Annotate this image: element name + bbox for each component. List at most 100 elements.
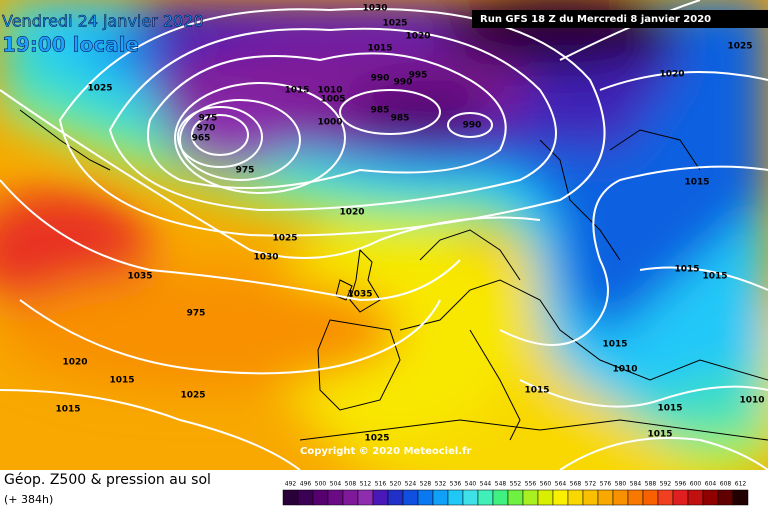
scale-label: 548 [495,481,507,488]
isobar-label: 1010 [317,86,342,96]
scale-label: 572 [585,481,597,488]
scale-swatch [432,489,449,506]
scale-swatch [732,489,749,506]
isobar-label: 1020 [339,208,364,218]
isobar-label: 975 [236,166,255,176]
isobar-label: 1010 [612,365,637,375]
isobar-label: 1015 [602,340,627,350]
scale-label: 516 [375,481,387,488]
isobar-label: 990 [394,78,413,88]
footer-title: Géop. Z500 & pression au sol [4,472,211,488]
scale-swatch [507,489,524,506]
scale-label: 500 [315,481,327,488]
color-scale: 492 496 500 504 508 512 516 520 524 528 532 536 540 5… [282,481,749,506]
scale-swatch [297,489,314,506]
scale-swatch [357,489,374,506]
isobar-label: 985 [391,114,410,124]
scale-swatch [462,489,479,506]
scale-swatch [522,489,539,506]
scale-label: 504 [330,481,342,488]
isobar-label: 1030 [362,4,387,14]
scale-label: 540 [465,481,477,488]
scale-swatch [717,489,734,506]
isobar-label: 1015 [284,86,309,96]
scale-swatch [597,489,614,506]
scale-swatch [687,489,704,506]
isobar-label: 1020 [659,70,684,80]
scale-swatch [552,489,569,506]
isobar-label: 1015 [657,404,682,414]
scale-swatch [642,489,659,506]
scale-swatch [477,489,494,506]
coastlines [19,109,768,441]
scale-swatch [672,489,689,506]
isobar-label: 1025 [364,434,389,444]
scale-swatch [387,489,404,506]
scale-swatch [582,489,599,506]
isobar-label: 965 [192,134,211,144]
scale-swatch [312,489,329,506]
scale-label: 588 [645,481,657,488]
isobar-label: 1025 [180,391,205,401]
isobar-label: 995 [409,71,428,81]
isobar-label: 990 [371,74,390,84]
isobar-label: 1015 [109,376,134,386]
run-box [472,10,768,28]
isobar-label: 1025 [87,84,112,94]
scale-swatch [702,489,719,506]
scale-label: 564 [555,481,567,488]
isobar-label: 1015 [367,44,392,54]
scale-label: 592 [660,481,672,488]
isobar-label: 1035 [347,290,372,300]
isobar-label: 1015 [55,405,80,415]
isobar-label: 1015 [647,430,672,440]
scale-label: 600 [690,481,702,488]
isobar-label: 1015 [702,272,727,282]
isobar-label: 975 [187,309,206,319]
date: Vendredi 24 janvier 2020 [2,12,204,31]
isobar-label: 1025 [272,234,297,244]
scale-label: 520 [390,481,402,488]
isobar-label: 970 [197,124,216,134]
isobar-label: 985 [371,106,390,116]
scale-label: 608 [720,481,732,488]
scale-swatch [402,489,419,506]
isobar-label: 1015 [674,265,699,275]
isobar-label: 975 [199,114,218,124]
scale-label: 544 [480,481,492,488]
scale-label: 528 [420,481,432,488]
scale-label: 536 [450,481,462,488]
scale-label: 552 [510,481,522,488]
isobar-label: 1025 [382,19,407,29]
scale-label: 532 [435,481,447,488]
scale-swatch [282,489,299,506]
isobar-label: 1035 [127,272,152,282]
scale-swatch [372,489,389,506]
scale-label: 604 [705,481,717,488]
isobar-label: 990 [463,121,482,131]
isobar-label: 1000 [317,118,342,128]
scale-label: 576 [600,481,612,488]
scale-swatch [657,489,674,506]
footer-lead: (+ 384h) [4,493,53,506]
scale-label: 596 [675,481,687,488]
scale-label: 512 [360,481,372,488]
scale-label: 556 [525,481,537,488]
scale-label: 560 [540,481,552,488]
scale-label: 492 [285,481,297,488]
run: Run GFS 18 Z du Mercredi 8 janvier 2020 [480,14,711,25]
scale-label: 568 [570,481,582,488]
isobar-label: 1020 [405,32,430,42]
isobar-label: 1025 [727,42,752,52]
scale-swatch [327,489,344,506]
isobar-label: 1010 [739,396,764,406]
isobars [0,0,768,470]
isobar-label: 1005 [320,95,345,105]
time: 19:00 locale [2,33,139,57]
scale-swatch [537,489,554,506]
isobar-label: 1015 [684,178,709,188]
scale-label: 524 [405,481,417,488]
